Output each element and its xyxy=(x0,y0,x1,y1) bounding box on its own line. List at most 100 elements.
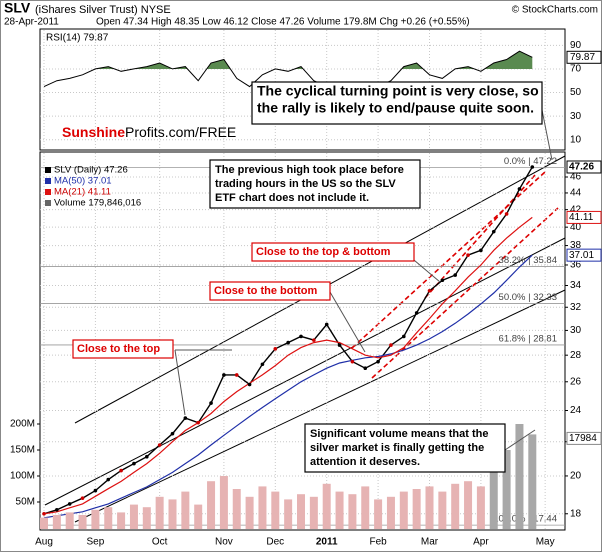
annotation-text: the rally is likely to end/pause quite s… xyxy=(257,100,534,116)
volume-bar xyxy=(528,434,537,529)
credit: © StockCharts.com xyxy=(512,5,598,16)
annotation-text: Significant volume means that the xyxy=(310,428,488,440)
price-point xyxy=(209,401,213,405)
price-point xyxy=(491,229,496,234)
price-point xyxy=(517,187,522,191)
volume-bar xyxy=(374,499,383,529)
symbol: SLV xyxy=(4,0,31,16)
price-panel xyxy=(39,151,566,531)
y-tick-label: 18 xyxy=(570,508,582,519)
price-point xyxy=(247,382,252,387)
volume-bar xyxy=(425,486,434,529)
y-tick-label: 44 xyxy=(570,188,582,199)
price-point xyxy=(530,165,535,169)
x-tick-label: Mar xyxy=(421,537,439,548)
volume-bar xyxy=(129,504,138,529)
price-tag-box xyxy=(566,431,602,445)
annotation-arrow xyxy=(329,291,366,353)
volume-bar xyxy=(412,489,421,529)
price-point xyxy=(389,343,393,347)
annotation-box xyxy=(72,339,174,359)
annotation-box xyxy=(251,81,543,125)
annotation-box xyxy=(209,281,331,301)
annotation-box xyxy=(209,159,421,209)
price-point xyxy=(466,253,470,257)
price-point xyxy=(350,359,355,364)
fib-label: 0.0% | 47.22 xyxy=(504,156,557,167)
price-point xyxy=(427,289,432,293)
volume-bar xyxy=(65,512,74,529)
x-tick-label: Aug xyxy=(35,537,53,548)
volume-bar xyxy=(271,491,280,529)
legend-label: MA(21) 41.11 xyxy=(54,187,111,198)
price-tag: 37.01 xyxy=(569,250,594,261)
y-tick-label: 24 xyxy=(570,405,582,416)
volume-bar xyxy=(438,491,447,529)
logo-black: Profits.com/FREE xyxy=(125,124,236,140)
annotation-box xyxy=(304,423,506,473)
price-point xyxy=(132,461,136,466)
trendline xyxy=(44,237,566,506)
price-point xyxy=(376,359,380,364)
rsi-tick-label: 50 xyxy=(570,87,582,98)
annotation-text: trading hours in the US so the SLV xyxy=(215,178,396,190)
volume-bar xyxy=(78,515,87,529)
subtitle: (iShares Silver Trust) NYSE xyxy=(35,4,171,16)
volume-bar xyxy=(245,496,254,529)
y-tick-label: 30 xyxy=(570,325,582,336)
price-point xyxy=(80,496,85,500)
price-tag-box xyxy=(566,160,602,174)
fib-label: 38.2% | 35.84 xyxy=(499,255,557,266)
y-tick-label: 36 xyxy=(570,260,582,271)
x-tick-label: 2011 xyxy=(316,537,338,548)
volume-bar xyxy=(194,504,203,529)
annotation-text: Close to the top & bottom xyxy=(256,246,391,258)
y-tick-label: 34 xyxy=(570,280,582,291)
annotation-text: silver market is finally getting the xyxy=(310,442,484,454)
legend-swatch xyxy=(45,178,51,184)
series-line xyxy=(43,216,533,515)
price-point xyxy=(440,278,445,283)
rsi-tag-box xyxy=(566,50,602,64)
volume-bar xyxy=(464,481,473,529)
rsi-panel xyxy=(39,28,566,151)
volume-bar xyxy=(219,476,228,529)
legend-label: SLV (Daily) 47.26 xyxy=(54,165,128,176)
price-point xyxy=(299,334,303,339)
y-tick-label: 28 xyxy=(570,350,582,361)
volume-bar xyxy=(168,499,177,529)
fib-label: 50.0% | 32.33 xyxy=(499,292,557,303)
y-tick-label: 42 xyxy=(570,204,582,215)
price-tag-box xyxy=(566,210,602,224)
price-point xyxy=(453,273,458,277)
volume-bar xyxy=(489,465,498,529)
legend-swatch xyxy=(45,189,51,195)
rsi-tag: 79.87 xyxy=(570,52,595,63)
legend-label: Volume 179,846,016 xyxy=(54,198,141,209)
price-tag: 41.11 xyxy=(569,212,594,223)
rsi-tick-label: 70 xyxy=(570,64,582,75)
volume-bar xyxy=(258,486,267,529)
price-point xyxy=(324,322,329,327)
price-tag: 47.26 xyxy=(569,162,594,173)
volume-bar xyxy=(348,494,357,529)
volume-tick-label: 50M xyxy=(16,497,35,508)
legend-label: MA(50) 37.01 xyxy=(54,176,112,187)
price-point xyxy=(286,340,290,345)
rsi-legend: RSI(14) 79.87 xyxy=(46,33,109,44)
y-tick-label: 32 xyxy=(570,302,582,313)
annotation-text: The cyclical turning point is very close… xyxy=(257,83,539,99)
volume-tick-label: 100M xyxy=(10,471,35,482)
price-point xyxy=(414,311,419,315)
price-point xyxy=(363,366,368,371)
volume-bar xyxy=(40,517,48,529)
x-tick-label: May xyxy=(536,537,555,548)
rsi-line xyxy=(43,50,533,111)
legend-swatch xyxy=(45,167,51,173)
y-tick-label: 46 xyxy=(570,172,582,183)
trendline xyxy=(74,289,566,523)
price-point xyxy=(42,511,46,516)
volume-bar xyxy=(104,507,113,529)
price-point xyxy=(157,443,162,447)
